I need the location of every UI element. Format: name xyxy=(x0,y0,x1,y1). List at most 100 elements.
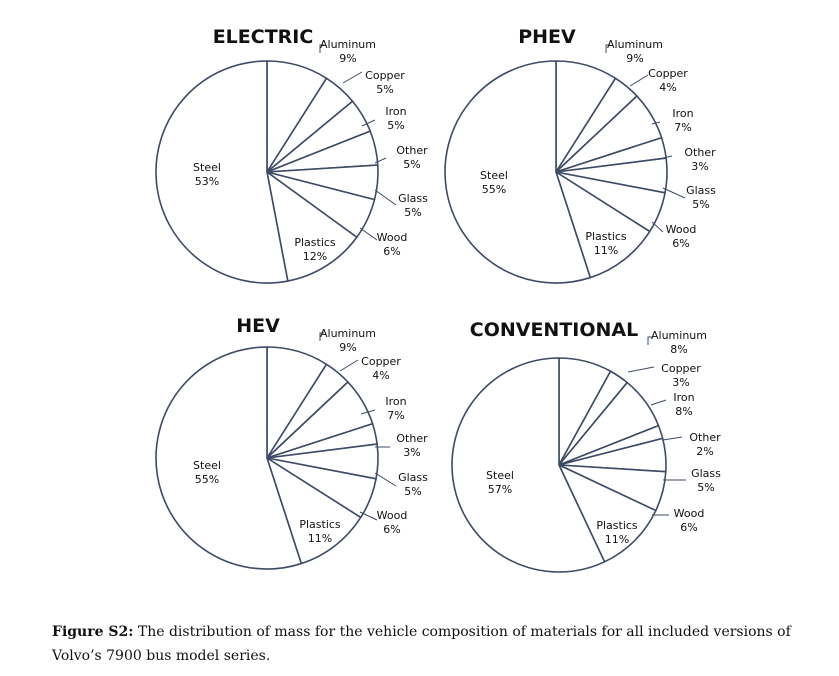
leader-line-iron xyxy=(360,409,376,415)
slice-label-wood: Wood xyxy=(666,223,697,236)
slice-label-copper: Copper xyxy=(648,67,688,80)
slice-label-aluminum: Aluminum xyxy=(651,329,707,342)
slice-label-wood: Wood xyxy=(377,231,408,244)
slice-label-copper: Copper xyxy=(365,69,405,82)
slice-label-other: Other xyxy=(689,431,721,444)
leader-line-iron xyxy=(650,399,667,406)
slice-label-plastics: Plastics xyxy=(294,236,336,249)
slice-value-other: 5% xyxy=(403,158,420,171)
slice-value-steel: 55% xyxy=(482,183,506,196)
slice-value-glass: 5% xyxy=(692,198,709,211)
leader-line-glass xyxy=(662,187,686,199)
slice-value-wood: 6% xyxy=(680,521,697,534)
slice-plastics xyxy=(266,171,358,282)
chart-title: ELECTRIC xyxy=(213,26,314,48)
slice-label-plastics: Plastics xyxy=(596,519,638,532)
chart-title: CONVENTIONAL xyxy=(470,319,638,341)
slice-value-steel: 53% xyxy=(195,175,219,188)
slice-value-steel: 57% xyxy=(488,483,512,496)
slice-label-steel: Steel xyxy=(193,161,221,174)
leader-line-other xyxy=(662,155,673,159)
leader-line-copper xyxy=(342,71,363,84)
slice-value-aluminum: 8% xyxy=(670,343,687,356)
slice-value-aluminum: 9% xyxy=(339,52,356,65)
slice-value-plastics: 12% xyxy=(303,250,327,263)
slice-value-iron: 7% xyxy=(387,409,404,422)
slice-label-other: Other xyxy=(396,432,428,445)
slice-label-aluminum: Aluminum xyxy=(320,38,376,51)
slice-value-aluminum: 9% xyxy=(626,52,643,65)
leader-line-other xyxy=(374,157,387,164)
leader-line-aluminum xyxy=(319,332,324,341)
leader-line-iron xyxy=(361,119,376,127)
slice-value-plastics: 11% xyxy=(308,532,332,545)
leader-line-glass xyxy=(374,472,397,487)
slice-label-iron: Iron xyxy=(385,105,406,118)
caption-text: The distribution of mass for the vehicle… xyxy=(52,624,791,664)
leader-line-wood xyxy=(651,221,664,233)
slice-steel xyxy=(444,60,592,284)
slice-value-iron: 8% xyxy=(675,405,692,418)
slice-label-glass: Glass xyxy=(691,467,721,480)
slice-label-glass: Glass xyxy=(398,471,428,484)
slice-label-wood: Wood xyxy=(674,507,705,520)
slice-value-other: 3% xyxy=(403,446,420,459)
slice-label-other: Other xyxy=(396,144,428,157)
chart-title: PHEV xyxy=(518,26,576,48)
slice-value-copper: 5% xyxy=(376,83,393,96)
caption-prefix: Figure S2: xyxy=(52,624,134,640)
slice-value-wood: 6% xyxy=(383,523,400,536)
pie-chart-hev: HEV Aluminum9%Copper4%Iron7%Other3%Glass5… xyxy=(155,315,428,570)
slice-value-glass: 5% xyxy=(404,206,421,219)
slice-value-copper: 4% xyxy=(659,81,676,94)
slice-value-iron: 5% xyxy=(387,119,404,132)
slice-label-steel: Steel xyxy=(193,459,221,472)
slice-plastics xyxy=(555,171,651,279)
slice-label-wood: Wood xyxy=(377,509,408,522)
slice-label-aluminum: Aluminum xyxy=(320,327,376,340)
leader-line-copper xyxy=(339,359,359,372)
slice-label-plastics: Plastics xyxy=(299,518,341,531)
leader-line-wood xyxy=(359,227,378,241)
leader-line-copper xyxy=(629,74,649,87)
slice-value-wood: 6% xyxy=(383,245,400,258)
slice-label-glass: Glass xyxy=(686,184,716,197)
slice-label-iron: Iron xyxy=(673,391,694,404)
slice-value-glass: 5% xyxy=(404,485,421,498)
slice-plastics xyxy=(558,464,657,563)
pie-charts-figure: ELECTRIC Aluminum9%Copper5%Iron5%Other5%G… xyxy=(155,26,721,573)
slice-label-steel: Steel xyxy=(480,169,508,182)
slice-steel xyxy=(451,357,606,573)
slice-value-steel: 55% xyxy=(195,473,219,486)
slice-value-plastics: 11% xyxy=(594,244,618,257)
slice-label-copper: Copper xyxy=(361,355,401,368)
leader-line-wood xyxy=(359,511,378,521)
slice-value-plastics: 11% xyxy=(605,533,629,546)
pie-chart-conventional: CONVENTIONAL Aluminum8%Copper3%Iron8%Othe… xyxy=(451,319,721,573)
slice-value-glass: 5% xyxy=(697,481,714,494)
slice-steel xyxy=(155,60,289,284)
slice-label-aluminum: Aluminum xyxy=(607,38,663,51)
slice-label-iron: Iron xyxy=(385,395,406,408)
leader-line-glass xyxy=(374,189,397,206)
slice-steel xyxy=(155,346,303,570)
slice-label-iron: Iron xyxy=(672,107,693,120)
slice-value-wood: 6% xyxy=(672,237,689,250)
leader-line-aluminum xyxy=(647,336,652,345)
slice-label-plastics: Plastics xyxy=(585,230,627,243)
slice-label-copper: Copper xyxy=(661,362,701,375)
figure-caption: Figure S2: The distribution of mass for … xyxy=(52,620,822,668)
pie-chart-electric: ELECTRIC Aluminum9%Copper5%Iron5%Other5%G… xyxy=(155,26,428,284)
leader-line-copper xyxy=(627,366,655,373)
leader-line-aluminum xyxy=(605,44,610,53)
leader-line-aluminum xyxy=(319,44,324,53)
slice-value-copper: 4% xyxy=(372,369,389,382)
slice-plastics xyxy=(266,457,362,565)
slice-label-steel: Steel xyxy=(486,469,514,482)
leader-line-iron xyxy=(651,121,661,125)
chart-title: HEV xyxy=(236,315,280,337)
slice-label-other: Other xyxy=(684,146,716,159)
slice-label-glass: Glass xyxy=(398,192,428,205)
leader-line-other xyxy=(662,436,683,441)
